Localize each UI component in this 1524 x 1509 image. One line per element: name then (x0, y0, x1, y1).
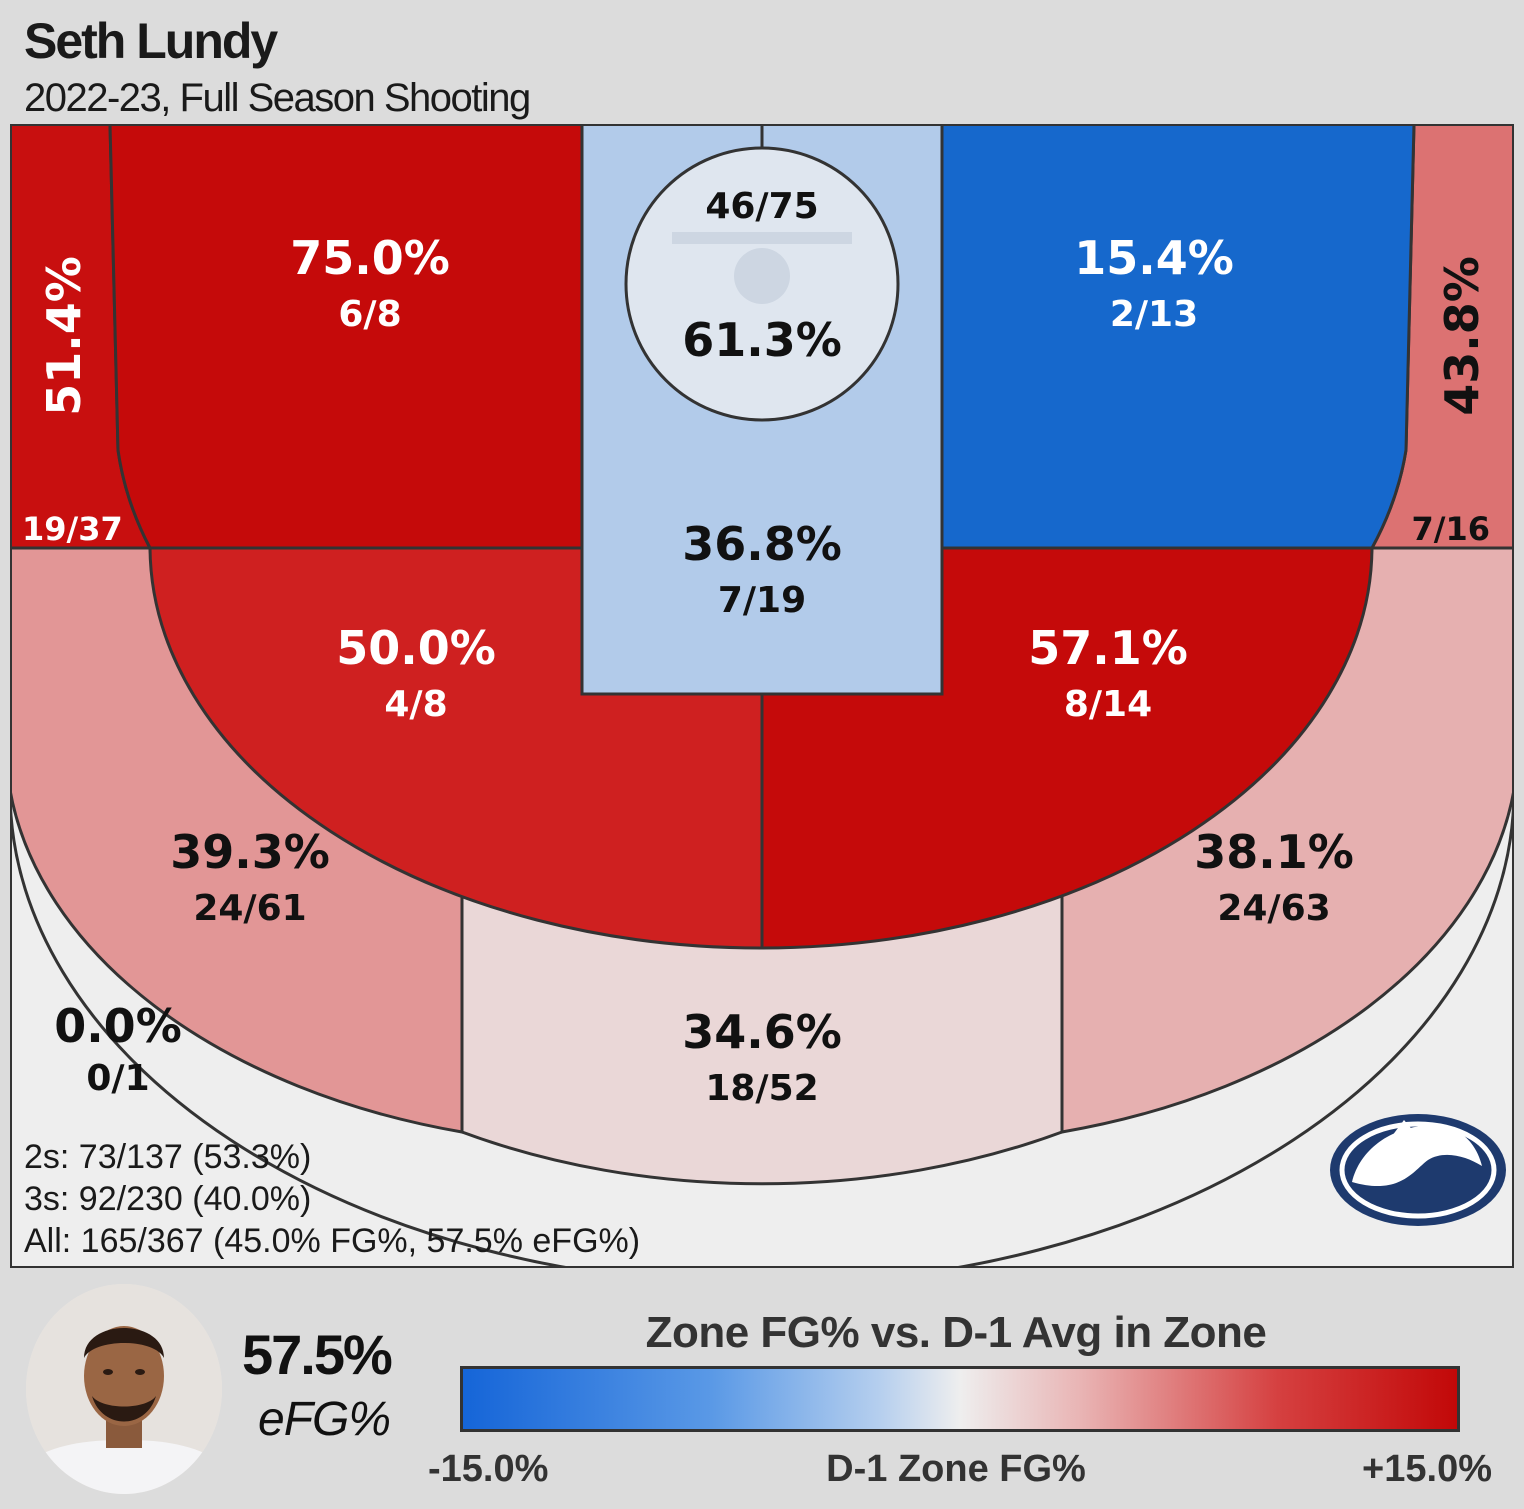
legend-title: Zone FG% vs. D-1 Avg in Zone (645, 1308, 1267, 1357)
label-left-wing-pct: 39.3% (170, 825, 330, 879)
label-right-wing-pct: 38.1% (1194, 825, 1354, 879)
label-left-corner-pct: 51.4% (37, 256, 91, 416)
bottom-panel: 57.5% eFG% Zone FG% vs. D-1 Avg in Zone … (0, 1270, 1524, 1509)
label-paint-frac: 7/19 (718, 580, 806, 621)
shot-chart-court: 75.0% 6/8 46/75 61.3% 36.8% 7/19 15.4% 2… (10, 124, 1514, 1268)
label-left-elbow-frac: 4/8 (384, 684, 447, 725)
legend-max-label: +15.0% (1362, 1448, 1492, 1490)
label-left-baseline-pct: 75.0% (290, 231, 450, 285)
legend-mid-label: D-1 Zone FG% (826, 1448, 1086, 1490)
penn-state-logo (1330, 1114, 1506, 1226)
label-right-corner-frac: 7/16 (1412, 510, 1490, 548)
label-rim-frac: 46/75 (705, 186, 818, 227)
legend-min-label: -15.0% (428, 1448, 549, 1490)
player-panel: 57.5% eFG% (10, 1270, 394, 1509)
label-right-baseline-frac: 2/13 (1110, 294, 1198, 335)
zone-right-elbow-mid (760, 546, 1374, 950)
player-efg-label: eFG% (258, 1393, 391, 1446)
label-paint-pct: 36.8% (682, 517, 842, 571)
label-right-elbow-frac: 8/14 (1064, 684, 1152, 725)
label-rim-pct: 61.3% (682, 313, 842, 367)
totals-twos: 2s: 73/137 (53.3%) (24, 1138, 312, 1176)
label-right-baseline-pct: 15.4% (1074, 231, 1234, 285)
label-right-elbow-pct: 57.1% (1028, 621, 1188, 675)
chart-subtitle: 2022-23, Full Season Shooting (24, 76, 531, 120)
label-left-wing-frac: 24/61 (193, 888, 306, 929)
totals-all: All: 165/367 (45.0% FG%, 57.5% eFG%) (24, 1222, 641, 1260)
label-left-corner-frac: 19/37 (22, 510, 123, 548)
label-right-corner-pct: 43.8% (1435, 256, 1489, 416)
zone-left-elbow-mid (148, 546, 764, 950)
chart-header: Seth Lundy 2022-23, Full Season Shooting (10, 0, 1514, 124)
totals-threes: 3s: 92/230 (40.0%) (24, 1180, 312, 1218)
label-left-baseline-frac: 6/8 (338, 294, 401, 335)
zone-left-baseline-mid (108, 124, 584, 550)
legend-color-scale (460, 1366, 1460, 1432)
label-top-three-frac: 18/52 (705, 1068, 818, 1109)
label-right-wing-frac: 24/63 (1217, 888, 1330, 929)
chart-title: Seth Lundy (24, 13, 278, 69)
legend-panel: Zone FG% vs. D-1 Avg in Zone -15.0% D-1 … (398, 1270, 1514, 1509)
label-heave-pct: 0.0% (54, 999, 182, 1053)
player-avatar (26, 1284, 222, 1494)
label-top-three-pct: 34.6% (682, 1005, 842, 1059)
label-left-elbow-pct: 50.0% (336, 621, 496, 675)
label-heave-frac: 0/1 (86, 1058, 149, 1099)
zone-right-baseline-mid (940, 124, 1416, 550)
shooting-totals: 2s: 73/137 (53.3%) 3s: 92/230 (40.0%) Al… (24, 1136, 640, 1262)
player-efg-value: 57.5% (242, 1323, 393, 1386)
